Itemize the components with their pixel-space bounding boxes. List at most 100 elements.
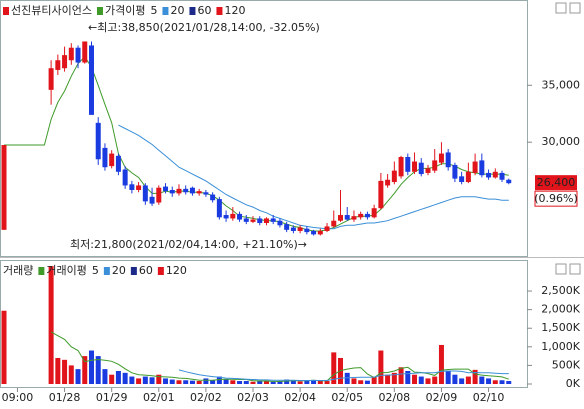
x-tick-label: 01/28: [49, 391, 81, 404]
candle-body: [189, 187, 195, 194]
candle-body: [311, 230, 317, 235]
volume-panel: [0, 260, 528, 388]
volume-bar: [290, 380, 296, 384]
candle-body: [210, 194, 216, 201]
volume-bar: [398, 367, 404, 384]
candle-body: [405, 156, 411, 172]
icon-button[interactable]: [569, 2, 581, 14]
candle-body: [425, 168, 431, 173]
legend-label: 60: [139, 264, 153, 277]
volume-bar: [263, 381, 269, 384]
y-tick-label: 500K: [552, 358, 581, 371]
price-panel: [0, 0, 528, 257]
candle-body: [486, 172, 492, 178]
volume-bar: [82, 356, 88, 384]
candle-body: [297, 227, 303, 231]
candle-body: [445, 152, 451, 168]
volume-bar: [378, 350, 384, 384]
candle-body: [243, 218, 249, 222]
volume-bar: [1, 310, 7, 384]
legend-swatch: [3, 7, 9, 15]
legend-swatch: [216, 7, 223, 15]
last-price: 26,400: [537, 176, 576, 189]
annotation-low: 최저:21,800(2021/02/04,14:00, +21.10%)→: [70, 238, 307, 251]
candle-body: [317, 230, 323, 235]
candle-body: [324, 226, 330, 231]
icon-button[interactable]: [569, 263, 581, 275]
x-tick-label: 01/29: [96, 391, 128, 404]
y-tick-label: 35,000: [542, 78, 581, 91]
candle-body: [149, 196, 155, 204]
candle-body: [115, 155, 121, 172]
legend-swatch: [162, 7, 169, 15]
legend-label: 선진뷰티사이언스: [11, 4, 92, 17]
candle-body: [358, 213, 364, 218]
candle-body: [338, 215, 343, 221]
candle-body: [122, 169, 128, 186]
ma-line: [178, 369, 509, 381]
candle-body: [412, 161, 418, 172]
candle-body: [169, 189, 175, 194]
legend-label: 거래이평: [46, 264, 86, 277]
legend-swatch: [38, 267, 45, 275]
candle-body: [391, 170, 397, 183]
volume-bar: [55, 357, 61, 384]
candle-body: [432, 160, 438, 171]
icon-button[interactable]: [555, 263, 567, 275]
candle-body: [385, 179, 391, 186]
volume-bar: [203, 378, 209, 384]
volume-bar: [216, 376, 222, 384]
volume-bar: [391, 372, 397, 384]
volume-bar: [465, 376, 471, 384]
candle-body: [230, 213, 236, 219]
candle-body: [364, 213, 370, 218]
volume-bar: [243, 381, 249, 384]
volume-bar: [297, 381, 303, 384]
legend-label: 120: [224, 4, 245, 17]
icon-button[interactable]: [555, 2, 567, 14]
ma-line: [118, 124, 509, 230]
change-box: [534, 190, 578, 207]
volume-bar: [479, 376, 485, 384]
volume-bar: [48, 266, 54, 384]
legend-label: 5: [92, 264, 99, 277]
candle-body: [263, 218, 269, 223]
volume-bar: [412, 374, 418, 384]
volume-bar: [136, 378, 142, 384]
volume-bar: [438, 344, 444, 384]
x-tick-label: 02/05: [331, 391, 363, 404]
volume-bar: [317, 381, 323, 384]
candle-body: [331, 220, 337, 227]
candle-body: [459, 176, 465, 183]
x-tick-label: 02/09: [426, 391, 458, 404]
candle-body: [136, 185, 142, 190]
volume-bar: [149, 377, 155, 384]
volume-bar: [425, 378, 431, 384]
legend-swatch: [130, 267, 137, 275]
candle-body: [102, 147, 108, 168]
ma-line: [4, 56, 509, 232]
volume-bar: [115, 370, 121, 384]
candle-body: [183, 188, 189, 193]
candle-body: [499, 172, 505, 180]
volume-bar: [445, 370, 451, 384]
x-tick-label: 02/02: [190, 391, 222, 404]
candle-body: [290, 227, 296, 231]
candle-body: [506, 179, 512, 184]
candle-body: [304, 228, 310, 233]
legend-label: 120: [166, 264, 187, 277]
candle-body: [398, 156, 404, 177]
last-price-box: [535, 175, 577, 191]
volume-bar: [183, 380, 189, 384]
volume-bar: [492, 380, 498, 384]
candle-body: [223, 215, 229, 219]
candle-body: [237, 213, 243, 220]
volume-bar: [418, 376, 424, 384]
volume-bar: [237, 381, 243, 384]
volume-bar: [129, 376, 135, 384]
volume-bar: [344, 372, 350, 384]
volume-bar: [472, 369, 478, 384]
volume-bar: [331, 352, 337, 384]
